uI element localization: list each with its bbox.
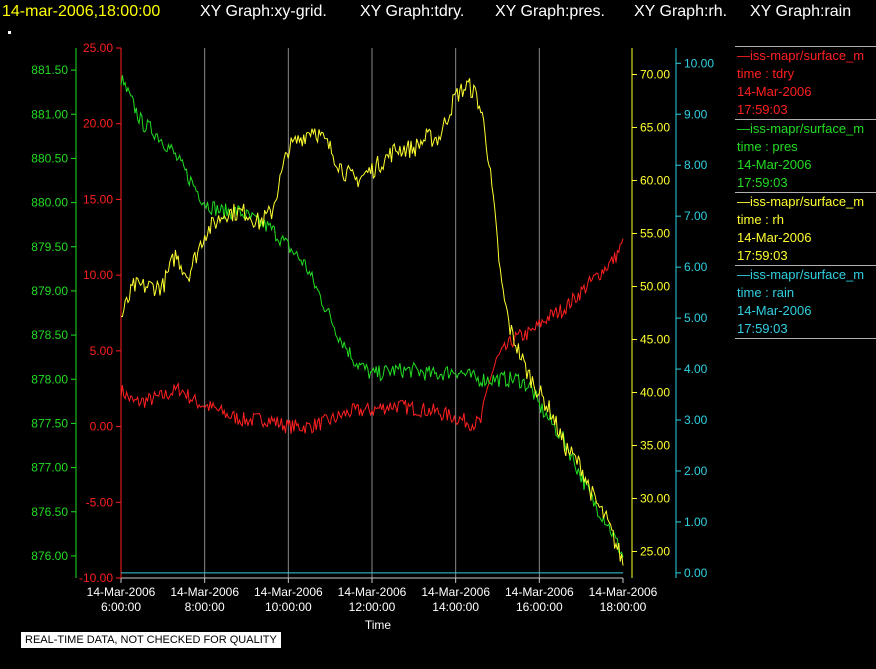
x-tick-label-time: 16:00:00 — [516, 600, 563, 614]
x-tick-label-date: 14-Mar-2006 — [170, 585, 239, 599]
legend-date: 14-Mar-2006 — [737, 84, 812, 99]
timestamp: 14-mar-2006,18:00:00 — [2, 3, 161, 20]
y-tick-label-rh: 55.00 — [640, 227, 670, 241]
y-tick-label-pres: 878.00 — [31, 372, 68, 386]
y-tick-label-rain: 1.00 — [684, 515, 708, 529]
y-tick-label-pres: 876.00 — [31, 549, 68, 563]
x-tick-label-time: 6:00:00 — [101, 600, 141, 614]
y-tick-label-pres: 880.50 — [31, 151, 68, 165]
y-tick-label-pres: 877.00 — [31, 461, 68, 475]
y-tick-label-pres: 879.00 — [31, 284, 68, 298]
y-tick-label-rh: 45.00 — [640, 333, 670, 347]
legend-name: —iss-mapr/surface_m — [737, 194, 865, 209]
y-tick-label-tdry: -10.00 — [79, 571, 113, 585]
y-tick-label-pres: 880.00 — [31, 196, 68, 210]
graph-title-rain[interactable]: XY Graph:rain — [750, 3, 852, 20]
y-tick-label-rain: 9.00 — [684, 107, 708, 121]
graph-title-rh[interactable]: XY Graph:rh. — [634, 3, 728, 20]
y-tick-label-rain: 4.00 — [684, 362, 708, 376]
y-tick-label-pres: 877.50 — [31, 416, 68, 430]
series-line-rh — [121, 78, 624, 566]
legend-name: —iss-mapr/surface_m — [737, 48, 865, 63]
y-tick-label-tdry: -5.00 — [86, 495, 114, 509]
quality-notice: REAL-TIME DATA, NOT CHECKED FOR QUALITY — [20, 631, 282, 649]
series-line-pres — [120, 75, 624, 558]
y-tick-label-rh: 40.00 — [640, 386, 670, 400]
legend-date: 14-Mar-2006 — [737, 157, 812, 172]
legend-bottom-rule — [735, 338, 876, 339]
status-dot — [8, 31, 11, 34]
y-tick-label-tdry: 15.00 — [83, 192, 113, 206]
y-tick-label-tdry: 10.00 — [83, 268, 113, 282]
x-tick-label-time: 10:00:00 — [265, 600, 312, 614]
legend-field: time : rain — [737, 285, 795, 300]
y-tick-label-rain: 0.00 — [684, 566, 708, 580]
legend-field: time : rh — [737, 212, 784, 227]
legend: —iss-mapr/surface_m time : tdry 14-Mar-2… — [735, 46, 876, 339]
x-tick-label-time: 14:00:00 — [432, 600, 479, 614]
legend-time: 17:59:03 — [737, 321, 788, 336]
legend-entry-pres[interactable]: —iss-mapr/surface_m time : pres 14-Mar-2… — [735, 119, 876, 192]
legend-time: 17:59:03 — [737, 102, 788, 117]
series-line-tdry — [120, 238, 624, 434]
y-tick-label-rain: 8.00 — [684, 158, 708, 172]
legend-name: —iss-mapr/surface_m — [737, 121, 865, 136]
y-tick-label-rh: 70.00 — [640, 68, 670, 82]
x-tick-label-time: 8:00:00 — [185, 600, 225, 614]
graph-header: 14-mar-2006,18:00:00 XY Graph:xy-grid. X… — [0, 0, 876, 28]
y-tick-label-rh: 50.00 — [640, 280, 670, 294]
x-tick-label-date: 14-Mar-2006 — [338, 585, 407, 599]
y-tick-label-rh: 30.00 — [640, 492, 670, 506]
y-tick-label-rh: 60.00 — [640, 174, 670, 188]
y-tick-label-pres: 881.00 — [31, 107, 68, 121]
legend-entry-tdry[interactable]: —iss-mapr/surface_m time : tdry 14-Mar-2… — [735, 46, 876, 119]
legend-field: time : tdry — [737, 66, 795, 81]
x-tick-label-time: 18:00:00 — [600, 600, 647, 614]
legend-time: 17:59:03 — [737, 248, 788, 263]
x-tick-label-date: 14-Mar-2006 — [505, 585, 574, 599]
y-tick-label-pres: 878.50 — [31, 328, 68, 342]
legend-entry-rain[interactable]: —iss-mapr/surface_m time : rain 14-Mar-2… — [735, 265, 876, 338]
legend-entry-rh[interactable]: —iss-mapr/surface_m time : rh 14-Mar-200… — [735, 192, 876, 265]
y-tick-label-rain: 2.00 — [684, 464, 708, 478]
y-tick-label-tdry: 5.00 — [90, 344, 114, 358]
legend-name: —iss-mapr/surface_m — [737, 267, 865, 282]
legend-date: 14-Mar-2006 — [737, 303, 812, 318]
x-tick-label-date: 14-Mar-2006 — [421, 585, 490, 599]
legend-time: 17:59:03 — [737, 175, 788, 190]
y-tick-label-rain: 10.00 — [684, 56, 714, 70]
y-tick-label-rain: 6.00 — [684, 260, 708, 274]
y-tick-label-rh: 35.00 — [640, 439, 670, 453]
y-tick-label-tdry: 0.00 — [90, 420, 114, 434]
x-tick-label-time: 12:00:00 — [349, 600, 396, 614]
graph-title-pres[interactable]: XY Graph:pres. — [495, 3, 605, 20]
x-tick-label-date: 14-Mar-2006 — [589, 585, 658, 599]
legend-date: 14-Mar-2006 — [737, 230, 812, 245]
y-tick-label-pres: 881.50 — [31, 63, 68, 77]
y-tick-label-rain: 3.00 — [684, 413, 708, 427]
y-tick-label-rh: 65.00 — [640, 121, 670, 135]
y-tick-label-tdry: 20.00 — [83, 117, 113, 131]
graph-title-xy-grid[interactable]: XY Graph:xy-grid. — [200, 3, 327, 20]
y-tick-label-rain: 7.00 — [684, 209, 708, 223]
y-tick-label-pres: 879.50 — [31, 240, 68, 254]
y-tick-label-rain: 5.00 — [684, 311, 708, 325]
y-tick-label-rh: 25.00 — [640, 545, 670, 559]
y-tick-label-tdry: 25.00 — [83, 41, 113, 55]
x-axis-label: Time — [365, 618, 392, 632]
x-tick-label-date: 14-Mar-2006 — [254, 585, 323, 599]
legend-field: time : pres — [737, 139, 798, 154]
y-tick-label-pres: 876.50 — [31, 505, 68, 519]
graph-title-tdry[interactable]: XY Graph:tdry. — [360, 3, 465, 20]
x-tick-label-date: 14-Mar-2006 — [87, 585, 156, 599]
